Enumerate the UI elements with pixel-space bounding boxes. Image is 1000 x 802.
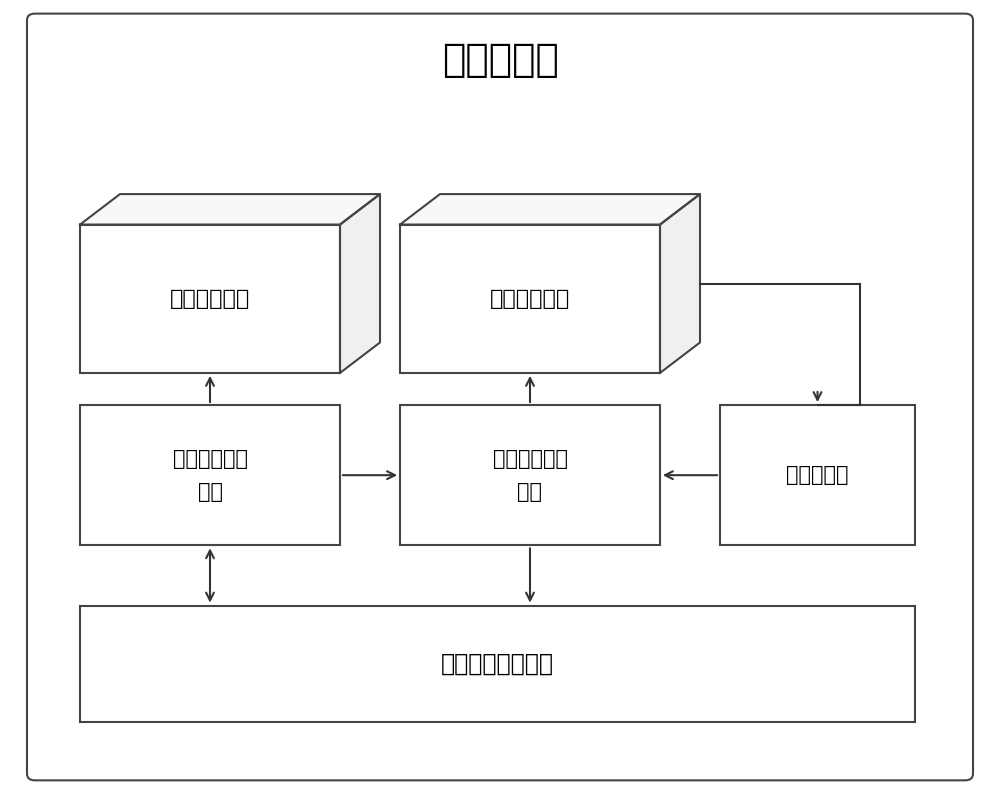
Bar [400, 405, 660, 545]
Text: 数据库点组态模块: 数据库点组态模块 [441, 652, 554, 675]
Polygon shape [340, 194, 380, 373]
Text: 全线生产调度
模块: 全线生产调度 模块 [173, 449, 248, 501]
Text: 故障诊断界面: 故障诊断界面 [490, 289, 570, 309]
Polygon shape [80, 194, 380, 225]
Text: 监控计算机: 监控计算机 [442, 41, 558, 79]
Bar [720, 405, 915, 545]
FancyBboxPatch shape [27, 14, 973, 780]
Text: 故障查询分析
模块: 故障查询分析 模块 [492, 449, 568, 501]
Bar [80, 606, 915, 722]
Bar [80, 405, 340, 545]
Bar [80, 225, 340, 373]
Polygon shape [660, 194, 700, 373]
Polygon shape [400, 194, 700, 225]
Text: 运行监控界面: 运行监控界面 [170, 289, 250, 309]
Text: 故障专家库: 故障专家库 [786, 465, 849, 485]
Bar [400, 225, 660, 373]
